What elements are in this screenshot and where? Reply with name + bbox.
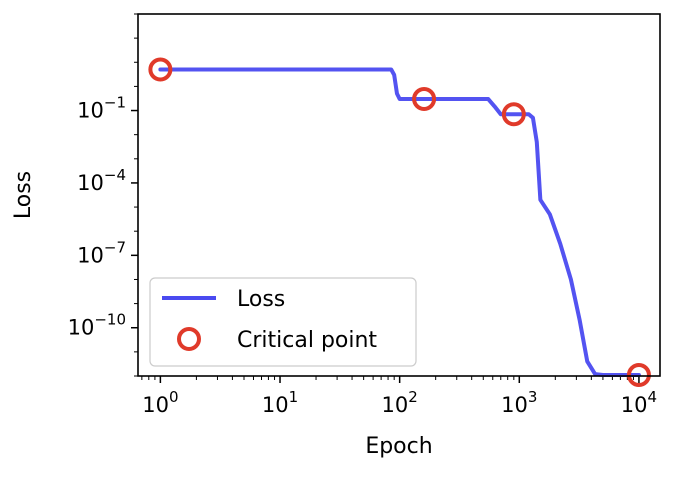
legend-critical-point-label: Critical point <box>237 328 377 353</box>
x-tick-label-1: 101 <box>262 388 298 417</box>
x-tick-label-2: 102 <box>382 388 418 417</box>
y-tick-label-3: 10−10 <box>68 311 126 340</box>
legend-box <box>149 277 417 367</box>
x-tick-label-4: 104 <box>621 388 657 417</box>
critical-point-marker <box>148 57 173 82</box>
y-axis-label: Loss <box>11 171 36 219</box>
x-axis-label: Epoch <box>365 434 432 459</box>
loss-line <box>158 67 641 377</box>
y-tick-label-2: 10−7 <box>77 238 126 267</box>
legend-critical-point-swatch <box>177 327 201 351</box>
y-tick-label-0: 10−1 <box>77 94 126 123</box>
x-tick-label-0: 100 <box>142 388 178 417</box>
legend-loss-label: Loss <box>237 287 285 312</box>
series-layer <box>148 57 651 387</box>
legend: Loss Critical point <box>149 277 417 367</box>
ticks-layer: 100 101 102 103 104 10−1 10−4 10−7 10−10 <box>68 13 657 417</box>
critical-point-marker <box>501 102 526 127</box>
critical-point-marker <box>626 363 651 387</box>
x-tick-label-3: 103 <box>501 388 537 417</box>
y-tick-label-1: 10−4 <box>77 166 126 195</box>
plot-frame <box>137 13 661 377</box>
critical-point-marker <box>412 87 437 112</box>
